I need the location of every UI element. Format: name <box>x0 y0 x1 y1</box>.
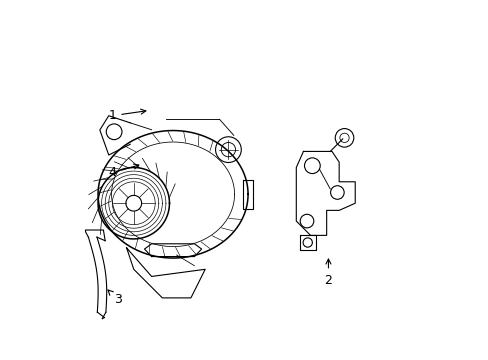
Text: 2: 2 <box>324 259 332 287</box>
Text: 4: 4 <box>108 164 139 179</box>
Text: 1: 1 <box>108 109 145 122</box>
Text: 3: 3 <box>108 290 122 306</box>
